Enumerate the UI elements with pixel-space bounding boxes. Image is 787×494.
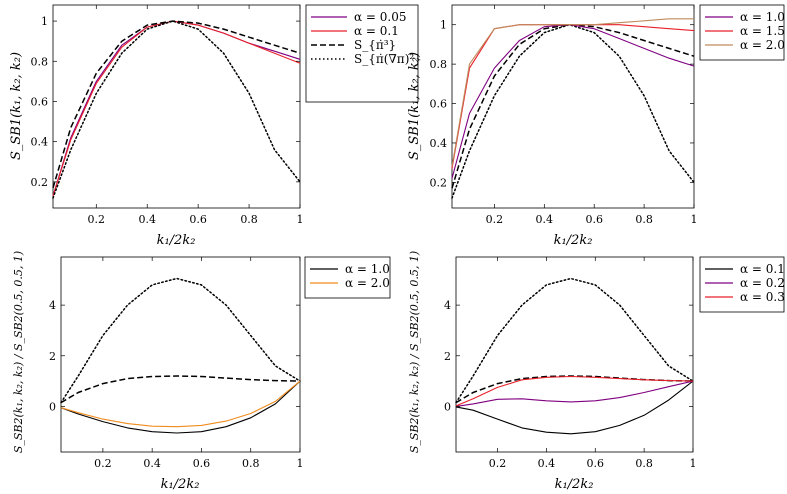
x-tick-label: 0.4 (536, 213, 554, 226)
x-tick-label: 1 (297, 213, 304, 226)
plot-frame (52, 4, 301, 209)
tick-labels: 0.2 0.4 0.6 0.8 1 0 2 4 (49, 257, 304, 470)
legend-entry: S_{π̇(∇π)²} (354, 52, 422, 66)
x-tick-label: 0.8 (240, 213, 258, 226)
legend: α = 0.05α = 0.1S_{π̇³}S_{π̇(∇π)²} (305, 4, 422, 103)
plot-frame (60, 256, 301, 453)
x-tick-label: 0.6 (189, 213, 207, 226)
series-line (451, 24, 695, 179)
series-line (451, 23, 695, 189)
x-tick-label: 0.6 (193, 457, 211, 470)
x-tick-label: 1 (297, 457, 304, 470)
legend-entry: α = 2.0 (740, 38, 785, 52)
legend-box (304, 256, 391, 299)
x-tick-label: 0.4 (538, 457, 556, 470)
series-line (451, 23, 695, 199)
legend-entry: α = 1.0 (740, 10, 785, 24)
y-tick-label: 0.4 (430, 137, 448, 150)
y-tick-label: 0.2 (31, 176, 49, 189)
legend-box (699, 256, 785, 313)
tick-labels: 0.2 0.4 0.6 0.8 1 0.2 0.4 0.6 0.8 1 (31, 5, 304, 226)
legend-entry: S_{π̇³} (354, 38, 396, 52)
legend-entry: α = 0.1 (354, 24, 399, 38)
series-line (60, 277, 301, 404)
legend-entry: α = 0.2 (740, 276, 785, 290)
y-tick-label: 4 (444, 299, 451, 312)
x-tick-label: 0.4 (143, 457, 161, 470)
x-tick-label: 0.6 (587, 457, 605, 470)
legend-box (305, 4, 419, 103)
series-line (455, 277, 694, 404)
y-tick-label: 0.8 (430, 58, 448, 71)
legend: α = 1.0α = 2.0 (304, 256, 391, 299)
x-axis-label: k₁/2k₂ (157, 233, 196, 248)
y-tick-label: 0 (444, 400, 451, 413)
legend-box (699, 4, 785, 61)
x-tick-label: 1 (690, 457, 697, 470)
x-tick-label: 0.6 (585, 213, 603, 226)
x-axis-label: k₁/2k₂ (554, 233, 593, 248)
x-tick-label: 0.8 (635, 213, 653, 226)
x-axis-label: k₁/2k₂ (161, 477, 200, 492)
y-tick-label: 1 (41, 15, 48, 28)
y-axis-label: S_SB2(k₁, k₂, k₂) / S_SB2(0.5, 0.5, 1) (408, 251, 421, 453)
panel-top-right: 0.2 0.4 0.6 0.8 1 0.2 0.4 0.6 0.8 1 k₁/2k₂ S_SB1(… (407, 4, 785, 248)
series-line (60, 380, 301, 434)
y-tick-label: 2 (444, 350, 451, 363)
y-axis-label: S_SB1(k₁, k₂, k₂) (9, 52, 24, 160)
x-tick-label: 1 (691, 213, 698, 226)
panel-bottom-right: 0.2 0.4 0.6 0.8 1 0 2 4 k₁/2k₂ S_SB2(k₁, k₂, k₂… (408, 251, 785, 492)
series-line (451, 24, 695, 169)
y-axis-label: S_SB2(k₁, k₂, k₂) / S_SB2(0.5, 0.5, 1) (12, 251, 25, 453)
series-line (455, 375, 694, 407)
legend: α = 0.1α = 0.2α = 0.3 (699, 256, 785, 313)
plot-area (451, 18, 695, 199)
y-tick-label: 0.4 (31, 136, 49, 149)
y-tick-label: 1 (440, 19, 447, 32)
y-tick-label: 0.6 (430, 98, 448, 111)
plot-area (60, 277, 301, 434)
panel-bottom-left: 0.2 0.4 0.6 0.8 1 0 2 4 k₁/2k₂ S_SB2(k₁, k₂, k₂… (12, 251, 391, 492)
plot-area (52, 20, 301, 199)
y-tick-label: 0 (49, 400, 56, 413)
x-tick-label: 0.2 (88, 213, 106, 226)
legend: α = 1.0α = 1.5α = 2.0 (699, 4, 785, 61)
y-tick-label: 0.8 (31, 55, 49, 68)
legend-entry: α = 0.3 (740, 290, 785, 304)
y-tick-label: 2 (49, 350, 56, 363)
plot-frame (451, 4, 695, 209)
plot-frame (455, 256, 694, 453)
series-line (52, 20, 301, 199)
x-tick-label: 0.8 (635, 457, 653, 470)
x-tick-label: 0.2 (486, 213, 504, 226)
x-tick-label: 0.2 (94, 457, 112, 470)
legend-entry: α = 2.0 (345, 276, 390, 290)
series-line (455, 380, 694, 407)
series-line (60, 375, 301, 404)
x-axis-label: k₁/2k₂ (555, 477, 594, 492)
y-tick-label: 0.6 (31, 95, 49, 108)
x-tick-label: 0.2 (489, 457, 507, 470)
legend-entry: α = 1.5 (740, 24, 785, 38)
series-line (451, 18, 694, 167)
legend-entry: α = 1.0 (345, 262, 390, 276)
x-tick-label: 0.4 (138, 213, 156, 226)
series-line (455, 380, 694, 435)
x-tick-label: 0.8 (242, 457, 260, 470)
series-line (60, 380, 301, 428)
legend-entry: α = 0.05 (354, 10, 407, 24)
plot-area (455, 277, 694, 435)
y-tick-label: 0.2 (430, 176, 448, 189)
panel-top-left: 0.2 0.4 0.6 0.8 1 0.2 0.4 0.6 0.8 1 k₁/2k₂ S_SB1(… (9, 4, 422, 248)
series-line (52, 20, 301, 189)
legend-entry: α = 0.1 (740, 262, 785, 276)
y-tick-label: 4 (49, 299, 56, 312)
tick-labels: 0.2 0.4 0.6 0.8 1 0.2 0.4 0.6 0.8 1 (430, 5, 698, 226)
y-axis-label: S_SB1(k₁, k₂, k₂) (407, 52, 422, 160)
tick-labels: 0.2 0.4 0.6 0.8 1 0 2 4 (444, 257, 697, 470)
